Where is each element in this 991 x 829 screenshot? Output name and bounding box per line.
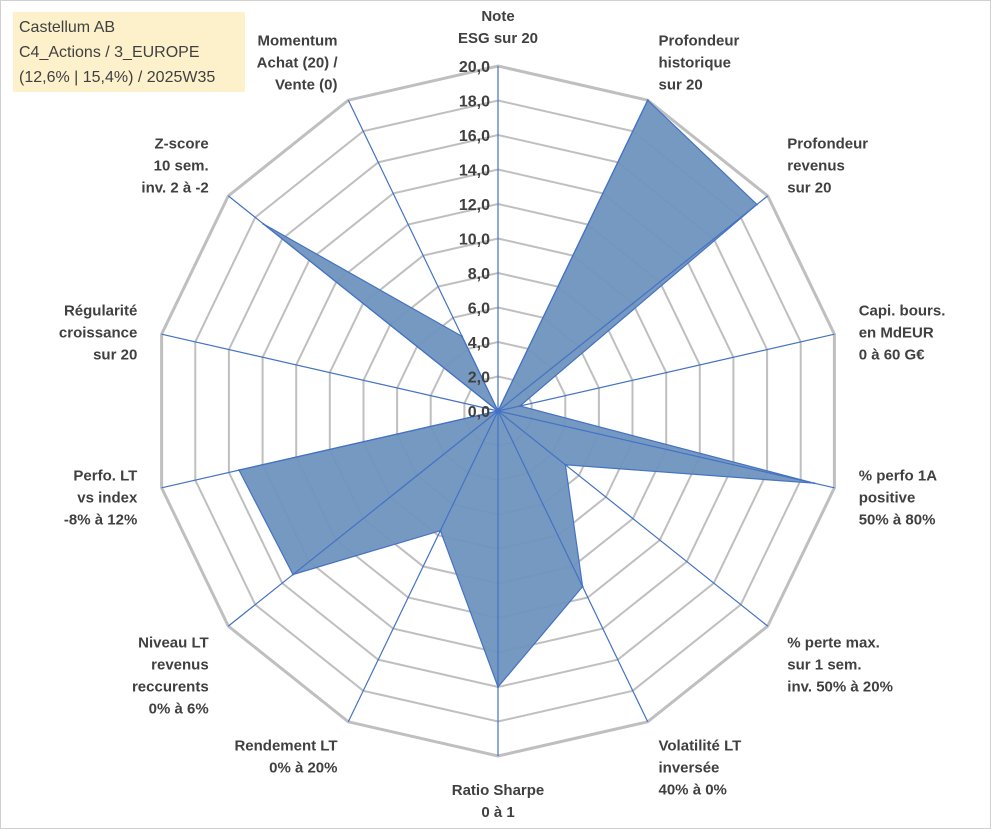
axis-label: reccurents bbox=[132, 679, 209, 696]
axis-label: 0% à 6% bbox=[149, 701, 209, 718]
data-point bbox=[518, 405, 521, 407]
tick-label: 14,0 bbox=[459, 163, 490, 180]
axis-label: 0% à 20% bbox=[269, 759, 337, 776]
data-series-area bbox=[238, 99, 815, 689]
data-point bbox=[497, 686, 499, 688]
axis-label: 40% à 0% bbox=[659, 781, 727, 798]
axis-label: ESG sur 20 bbox=[458, 30, 538, 47]
axis-spoke bbox=[161, 333, 499, 412]
axis-label: revenus bbox=[151, 657, 209, 674]
data-point bbox=[564, 463, 567, 466]
tick-label: 12,0 bbox=[459, 197, 490, 214]
data-point bbox=[292, 573, 294, 576]
tick-label: 6,0 bbox=[468, 301, 490, 318]
axis-label: Momentum bbox=[258, 33, 338, 50]
data-point bbox=[581, 585, 584, 588]
axis-spoke bbox=[161, 410, 499, 489]
data-point bbox=[439, 529, 442, 532]
axis-label: Volatilité LT bbox=[659, 737, 742, 754]
axis-label: positive bbox=[859, 489, 916, 506]
tick-label: 16,0 bbox=[459, 128, 490, 145]
data-point bbox=[238, 469, 240, 472]
axis-spoke bbox=[497, 410, 769, 627]
axis-spoke bbox=[347, 99, 499, 412]
tick-label: 2,0 bbox=[468, 370, 490, 387]
title-line-company: Castellum AB bbox=[19, 19, 116, 36]
axis-label: croissance bbox=[59, 325, 137, 342]
axis-label: Régularité bbox=[64, 303, 137, 320]
axis-label: Achat (20) / bbox=[257, 55, 339, 72]
axis-label: Profondeur bbox=[659, 33, 740, 50]
axis-label: en MdEUR bbox=[859, 325, 934, 342]
axis-spoke bbox=[347, 410, 499, 723]
axis-spoke bbox=[497, 410, 649, 723]
axis-label: 0 à 1 bbox=[481, 804, 514, 821]
axis-spoke bbox=[227, 195, 499, 412]
axis-spoke bbox=[497, 195, 769, 412]
axis-label: sur 1 sem. bbox=[787, 657, 861, 674]
data-point bbox=[646, 99, 649, 102]
axis-spoke bbox=[497, 333, 835, 412]
axis-label: Rendement LT bbox=[234, 737, 337, 754]
axis-label: historique bbox=[659, 55, 732, 72]
chart-title-box: Castellum AB C4_Actions / 3_EUROPE (12,6… bbox=[13, 12, 245, 92]
axis-label: vs index bbox=[77, 489, 138, 506]
axis-label: inversée bbox=[659, 759, 720, 776]
axis-label: Note bbox=[481, 8, 514, 25]
data-point bbox=[755, 203, 758, 206]
title-line-stats: (12,6% | 15,4%) / 2025W35 bbox=[19, 69, 216, 86]
axis-label: -8% à 12% bbox=[64, 511, 137, 528]
axis-spoke bbox=[497, 410, 835, 489]
axis-spoke bbox=[227, 410, 499, 627]
tick-label: 0,0 bbox=[468, 404, 490, 421]
axis-label: Capi. bours. bbox=[859, 303, 946, 320]
axis-label: Niveau LT bbox=[138, 635, 209, 652]
data-point bbox=[813, 482, 816, 485]
axis-label: inv. 50% à 20% bbox=[787, 679, 893, 696]
axis-label: Perfo. LT bbox=[73, 467, 137, 484]
axis-label: revenus bbox=[787, 157, 845, 174]
axis-label: 10 sem. bbox=[154, 157, 209, 174]
tick-label: 8,0 bbox=[468, 266, 490, 283]
tick-label: 18,0 bbox=[459, 94, 490, 111]
axis-label: Ratio Sharpe bbox=[452, 782, 545, 799]
tick-label: 20,0 bbox=[459, 59, 490, 76]
axis-label: Profondeur bbox=[787, 135, 868, 152]
axis-spoke bbox=[497, 99, 649, 412]
axis-label: 0 à 60 G€ bbox=[859, 347, 926, 364]
axis-label: 50% à 80% bbox=[859, 511, 936, 528]
axis-label: inv. 2 à -2 bbox=[141, 179, 208, 196]
data-point bbox=[461, 335, 464, 338]
axis-label: Z-score bbox=[155, 135, 209, 152]
axis-label: sur 20 bbox=[93, 347, 137, 364]
axis-label: % perte max. bbox=[787, 635, 880, 652]
data-point bbox=[497, 410, 499, 412]
title-line-category: C4_Actions / 3_EUROPE bbox=[19, 44, 200, 61]
axis-label: sur 20 bbox=[659, 77, 703, 94]
axis-label: % perfo 1A bbox=[859, 467, 938, 484]
data-point bbox=[262, 222, 265, 225]
tick-label: 4,0 bbox=[468, 335, 490, 352]
axis-label: sur 20 bbox=[787, 179, 831, 196]
axis-label: Vente (0) bbox=[275, 77, 338, 94]
tick-label: 10,0 bbox=[459, 232, 490, 249]
